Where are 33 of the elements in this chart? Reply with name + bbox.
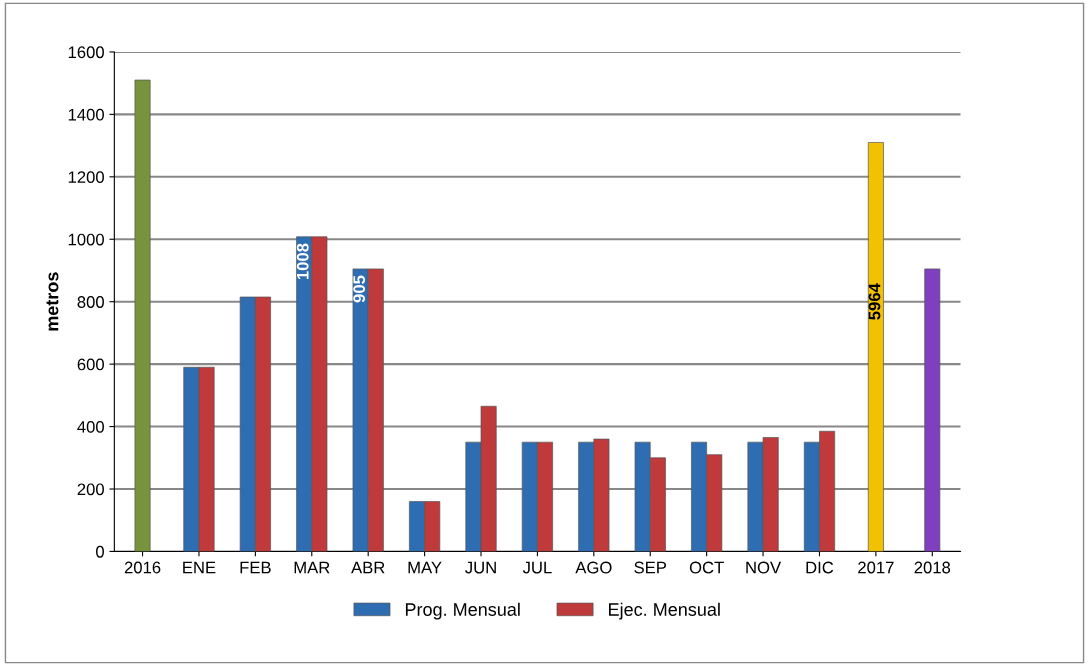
x-tick-label: 2017 xyxy=(858,561,894,574)
x-tick-label: OCT xyxy=(689,561,724,574)
y-tick-label: 0 xyxy=(96,545,104,558)
x-tick-label: ABR xyxy=(351,561,385,574)
annotation: 5964 xyxy=(868,283,881,320)
y-axis-title: metros xyxy=(46,272,59,331)
x-tick-label: SEP xyxy=(634,561,667,574)
bar xyxy=(867,142,884,552)
legend-label: Prog. Mensual xyxy=(405,602,520,620)
x-tick-label: 2016 xyxy=(124,561,161,574)
y-tick-label: 600 xyxy=(77,358,104,371)
bar xyxy=(134,79,151,552)
bar xyxy=(924,268,941,552)
x-tick-label: DIC xyxy=(806,561,834,574)
y-tick-label: 800 xyxy=(77,296,104,308)
x-tick-label: FEB xyxy=(240,561,271,574)
x-tick-label: NOV xyxy=(746,561,782,574)
x-tick-label: JUL xyxy=(522,561,552,574)
x-tick-label: ENE xyxy=(183,561,216,574)
y-tick-label: 1600 xyxy=(68,46,104,59)
y-tick-label: 200 xyxy=(77,483,104,496)
y-tick-label: 1000 xyxy=(68,233,104,246)
y-tick-label: 1400 xyxy=(68,108,104,121)
x-tick-label: MAR xyxy=(294,561,330,574)
data-label: 1008 xyxy=(296,243,309,280)
y-tick-label: 1200 xyxy=(68,171,104,184)
x-tick-label: 2018 xyxy=(914,561,951,574)
legend-label: Ejec. Mensual xyxy=(609,602,720,620)
data-label: 905 xyxy=(353,275,366,303)
y-tick-label: 400 xyxy=(77,420,104,433)
x-tick-label: AGO xyxy=(575,561,612,574)
x-tick-label: JUN xyxy=(465,561,496,574)
x-tick-label: MAY xyxy=(408,561,442,574)
